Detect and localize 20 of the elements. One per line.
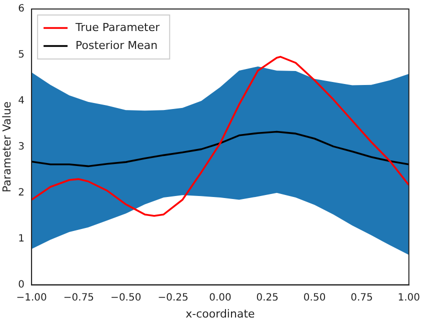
x-tick-label: −0.75: [63, 292, 94, 304]
x-tick-label: 1.00: [398, 292, 420, 304]
x-tick-label: 0.00: [209, 292, 232, 304]
x-tick-label: 0.75: [350, 292, 373, 304]
y-tick-label: 2: [18, 187, 25, 198]
legend-label: True Parameter: [74, 20, 160, 34]
y-tick-label: 5: [18, 50, 25, 61]
y-axis-title: Parameter Value: [0, 101, 14, 192]
y-tick-label: 3: [18, 141, 25, 152]
y-tick-label: 1: [18, 233, 25, 244]
x-tick-label: −0.25: [158, 292, 188, 304]
x-tick-label: 0.25: [256, 292, 279, 304]
y-tick-label: 4: [18, 96, 25, 107]
y-tick-label: 6: [18, 4, 25, 15]
y-tick-label: 0: [18, 279, 25, 290]
x-axis-title: x-coordinate: [186, 307, 256, 320]
x-tick-label: −0.50: [110, 292, 142, 304]
x-tick-label: 0.50: [303, 292, 326, 304]
legend-label: Posterior Mean: [76, 38, 158, 52]
x-tick-label: −1.00: [16, 292, 47, 304]
